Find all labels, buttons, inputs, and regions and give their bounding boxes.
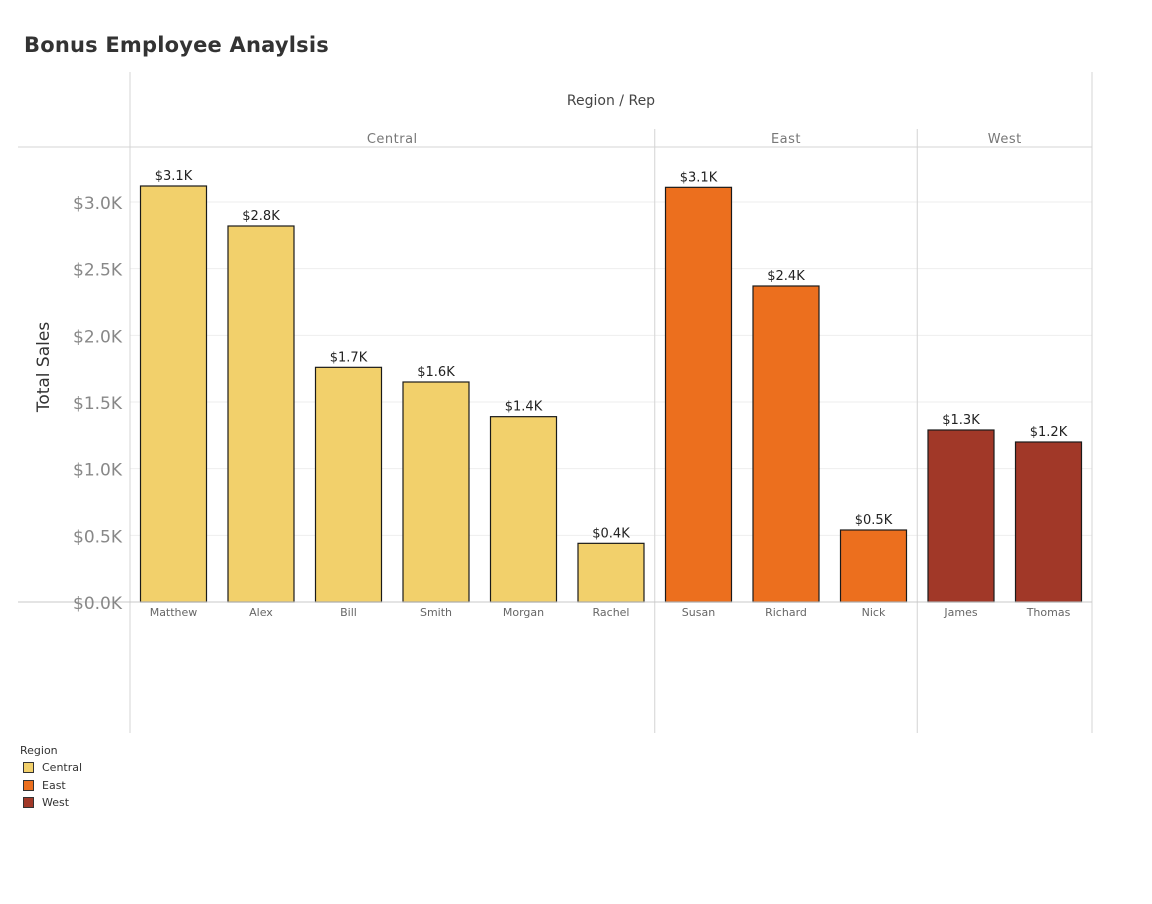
data-label-nick: $0.5K xyxy=(855,513,893,528)
x-tick-label-matthew: Matthew xyxy=(150,606,198,619)
bar-rachel[interactable] xyxy=(577,542,645,603)
y-tick-label: $2.0K xyxy=(73,327,123,347)
x-tick-label-nick: Nick xyxy=(862,606,886,619)
data-label-thomas: $1.2K xyxy=(1030,425,1068,440)
bar-matthew[interactable] xyxy=(139,185,208,603)
data-label-susan: $3.1K xyxy=(680,170,718,185)
y-axis-title: Total Sales xyxy=(34,322,54,413)
x-tick-label-alex: Alex xyxy=(249,606,273,619)
bar-morgan[interactable] xyxy=(489,416,558,603)
data-label-smith: $1.6K xyxy=(417,365,455,380)
x-tick-label-richard: Richard xyxy=(765,606,807,619)
region-header-west: West xyxy=(988,132,1022,147)
data-label-alex: $2.8K xyxy=(242,209,280,224)
bar-nick[interactable] xyxy=(839,529,908,603)
legend-title: Region xyxy=(20,744,58,757)
bar-james[interactable] xyxy=(927,429,995,603)
y-tick-label: $1.0K xyxy=(73,461,123,481)
bar-thomas[interactable] xyxy=(1014,441,1083,603)
x-tick-label-thomas: Thomas xyxy=(1026,606,1071,619)
column-header: Region / Rep xyxy=(567,93,655,109)
y-tick-label: $2.5K xyxy=(73,261,123,281)
data-label-rachel: $0.4K xyxy=(592,526,630,541)
legend-label-east: East xyxy=(42,778,66,792)
x-tick-label-bill: Bill xyxy=(340,606,357,619)
y-tick-label: $0.0K xyxy=(73,594,123,614)
bar-bill[interactable] xyxy=(314,366,383,603)
x-tick-label-morgan: Morgan xyxy=(503,606,544,619)
legend-swatch-central xyxy=(23,762,34,774)
data-label-richard: $2.4K xyxy=(767,269,805,284)
data-label-matthew: $3.1K xyxy=(155,169,193,184)
legend-label-west: West xyxy=(42,796,70,810)
x-tick-label-smith: Smith xyxy=(420,606,452,619)
x-tick-label-james: James xyxy=(943,606,977,619)
data-label-bill: $1.7K xyxy=(330,350,368,365)
legend-item-east[interactable]: East xyxy=(20,777,82,795)
x-tick-label-rachel: Rachel xyxy=(593,606,630,619)
legend: Region Central East West xyxy=(20,744,82,812)
y-tick-label: $0.5K xyxy=(73,527,123,547)
data-label-morgan: $1.4K xyxy=(505,400,543,415)
y-tick-label: $1.5K xyxy=(73,394,123,414)
y-tick-label: $3.0K xyxy=(73,194,123,214)
region-header-east: East xyxy=(771,132,801,147)
data-label-james: $1.3K xyxy=(942,413,980,428)
legend-swatch-east xyxy=(23,779,34,791)
legend-item-central[interactable]: Central xyxy=(20,759,82,777)
bar-smith[interactable] xyxy=(402,381,470,603)
chart-title: Bonus Employee Anaylsis xyxy=(24,33,329,57)
region-header-central: Central xyxy=(367,132,418,147)
legend-item-west[interactable]: West xyxy=(20,794,82,812)
legend-swatch-west xyxy=(23,797,34,809)
bar-alex[interactable] xyxy=(227,225,295,603)
x-tick-label-susan: Susan xyxy=(682,606,715,619)
bar-susan[interactable] xyxy=(664,186,733,603)
bar-richard[interactable] xyxy=(752,285,820,603)
legend-label-central: Central xyxy=(42,761,83,775)
